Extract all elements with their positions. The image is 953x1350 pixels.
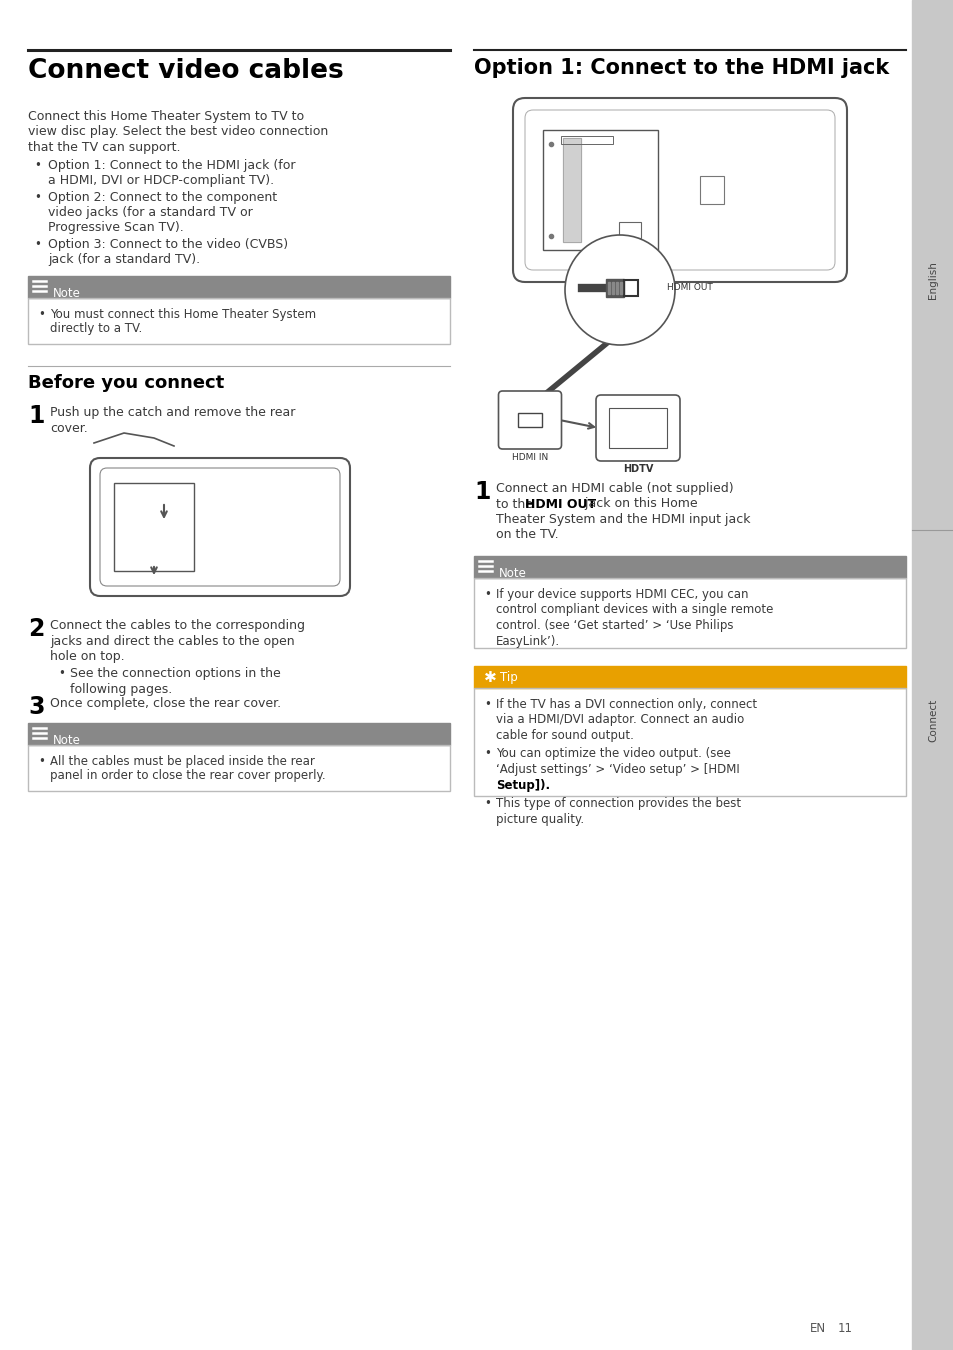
Text: Note: Note <box>53 288 81 300</box>
Text: 1: 1 <box>474 481 490 504</box>
Text: Connect an HDMI cable (not supplied): Connect an HDMI cable (not supplied) <box>496 482 733 495</box>
Bar <box>612 282 614 294</box>
Text: Theater System and the HDMI input jack: Theater System and the HDMI input jack <box>496 513 750 526</box>
Text: HDMI OUT: HDMI OUT <box>524 498 596 510</box>
Bar <box>619 282 622 294</box>
Text: Option 3: Connect to the video (CVBS): Option 3: Connect to the video (CVBS) <box>48 238 288 251</box>
Bar <box>562 138 580 242</box>
Text: If the TV has a DVI connection only, connect: If the TV has a DVI connection only, con… <box>496 698 757 711</box>
Bar <box>517 413 541 427</box>
Text: •: • <box>38 308 45 321</box>
Text: Connect this Home Theater System to TV to: Connect this Home Theater System to TV t… <box>28 109 304 123</box>
Text: that the TV can support.: that the TV can support. <box>28 140 180 154</box>
Bar <box>542 130 658 250</box>
Text: directly to a TV.: directly to a TV. <box>50 323 142 335</box>
Text: HDMI IN: HDMI IN <box>512 454 548 462</box>
Text: See the connection options in the: See the connection options in the <box>70 667 280 680</box>
Text: 1: 1 <box>28 404 45 428</box>
Text: •: • <box>34 192 41 204</box>
Bar <box>474 578 905 648</box>
FancyBboxPatch shape <box>498 392 561 450</box>
Text: hole on top.: hole on top. <box>50 649 125 663</box>
Text: •: • <box>483 796 491 810</box>
Text: Progressive Scan TV).: Progressive Scan TV). <box>48 220 184 234</box>
Text: cover.: cover. <box>50 421 88 435</box>
Bar <box>28 724 450 745</box>
Text: Note: Note <box>498 567 526 580</box>
Text: control compliant devices with a single remote: control compliant devices with a single … <box>496 603 773 617</box>
Bar <box>28 298 450 344</box>
Text: •: • <box>34 159 41 173</box>
Text: cable for sound output.: cable for sound output. <box>496 729 633 742</box>
Text: view disc play. Select the best video connection: view disc play. Select the best video co… <box>28 126 328 139</box>
Text: jack on this Home: jack on this Home <box>580 498 697 510</box>
Text: Option 2: Connect to the component: Option 2: Connect to the component <box>48 192 276 204</box>
Text: Connect: Connect <box>927 698 937 741</box>
Text: HDMI OUT: HDMI OUT <box>666 284 712 293</box>
Text: control. (see ‘Get started’ > ‘Use Philips: control. (see ‘Get started’ > ‘Use Phili… <box>496 620 733 632</box>
Text: Setup]).: Setup]). <box>496 779 550 791</box>
Text: You must connect this Home Theater System: You must connect this Home Theater Syste… <box>50 308 315 321</box>
FancyBboxPatch shape <box>513 99 846 282</box>
Circle shape <box>564 235 675 346</box>
Bar <box>623 279 638 296</box>
Bar <box>28 745 450 791</box>
Text: Once complete, close the rear cover.: Once complete, close the rear cover. <box>50 697 281 710</box>
Text: via a HDMI/DVI adaptor. Connect an audio: via a HDMI/DVI adaptor. Connect an audio <box>496 714 743 726</box>
Bar <box>911 0 953 1350</box>
Bar <box>618 221 640 238</box>
Bar <box>474 556 905 578</box>
Text: •: • <box>483 589 491 601</box>
Text: 11: 11 <box>837 1322 852 1335</box>
Text: Tip: Tip <box>499 671 517 683</box>
Text: •: • <box>58 667 65 680</box>
Text: •: • <box>483 698 491 711</box>
Bar <box>474 666 905 688</box>
Bar <box>607 282 610 294</box>
Text: jacks and direct the cables to the open: jacks and direct the cables to the open <box>50 634 294 648</box>
Text: •: • <box>38 755 45 768</box>
Text: Option 1: Connect to the HDMI jack (for: Option 1: Connect to the HDMI jack (for <box>48 159 295 173</box>
Text: jack (for a standard TV).: jack (for a standard TV). <box>48 252 200 266</box>
Bar <box>616 282 618 294</box>
Text: Option 1: Connect to the HDMI jack: Option 1: Connect to the HDMI jack <box>474 58 888 78</box>
Text: •: • <box>34 238 41 251</box>
Text: Note: Note <box>53 734 81 747</box>
Text: You can optimize the video output. (see: You can optimize the video output. (see <box>496 748 730 760</box>
FancyBboxPatch shape <box>596 396 679 460</box>
Text: ✱: ✱ <box>483 670 497 684</box>
Bar <box>113 483 193 571</box>
Text: to the: to the <box>496 498 537 510</box>
Text: HDTV: HDTV <box>622 464 653 474</box>
Text: Connect video cables: Connect video cables <box>28 58 343 84</box>
Bar <box>608 408 666 448</box>
Bar <box>605 279 623 297</box>
Text: All the cables must be placed inside the rear: All the cables must be placed inside the… <box>50 755 314 768</box>
Text: English: English <box>927 261 937 298</box>
Bar <box>474 688 905 796</box>
Text: ‘Adjust settings’ > ‘Video setup’ > [HDMI: ‘Adjust settings’ > ‘Video setup’ > [HDM… <box>496 763 739 776</box>
Text: 3: 3 <box>28 695 45 720</box>
Text: panel in order to close the rear cover properly.: panel in order to close the rear cover p… <box>50 769 325 782</box>
Text: video jacks (for a standard TV or: video jacks (for a standard TV or <box>48 207 253 219</box>
Text: following pages.: following pages. <box>70 683 172 697</box>
Text: on the TV.: on the TV. <box>496 528 558 541</box>
Text: This type of connection provides the best: This type of connection provides the bes… <box>496 796 740 810</box>
Bar <box>28 275 450 298</box>
Bar <box>560 136 613 144</box>
Text: Connect the cables to the corresponding: Connect the cables to the corresponding <box>50 620 305 632</box>
Text: EasyLink’).: EasyLink’). <box>496 634 559 648</box>
Bar <box>700 176 723 204</box>
Text: picture quality.: picture quality. <box>496 813 583 825</box>
Text: 2: 2 <box>28 617 45 641</box>
Bar <box>562 138 580 242</box>
Text: Before you connect: Before you connect <box>28 374 224 392</box>
Text: Push up the catch and remove the rear: Push up the catch and remove the rear <box>50 406 295 418</box>
Text: EN: EN <box>809 1322 825 1335</box>
Text: If your device supports HDMI CEC, you can: If your device supports HDMI CEC, you ca… <box>496 589 748 601</box>
Text: a HDMI, DVI or HDCP-compliant TV).: a HDMI, DVI or HDCP-compliant TV). <box>48 174 274 188</box>
Text: •: • <box>483 748 491 760</box>
